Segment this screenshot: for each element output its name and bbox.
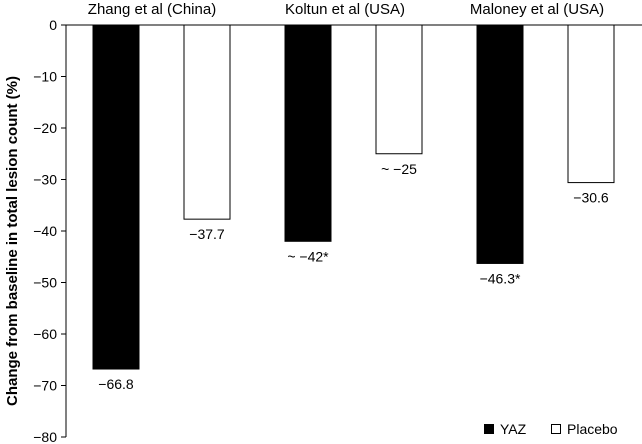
- y-tick-label: −50: [33, 275, 57, 291]
- data-label: ~ −25: [381, 161, 417, 177]
- data-label: −30.6: [573, 190, 609, 206]
- y-tick-label: −10: [33, 69, 57, 85]
- legend-swatch-placebo: [551, 424, 561, 434]
- category-label: Zhang et al (China): [88, 1, 216, 18]
- y-axis-label: Change from baseline in total lesion cou…: [4, 76, 21, 406]
- y-tick-label: −70: [33, 378, 57, 394]
- legend-label-placebo: Placebo: [567, 421, 618, 437]
- legend-swatch-yaz: [484, 424, 494, 434]
- data-label: −46.3*: [480, 270, 521, 286]
- y-tick-label: −80: [33, 429, 57, 444]
- y-tick-label: −40: [33, 223, 57, 239]
- bar-placebo: [375, 24, 423, 155]
- category-label: Maloney et al (USA): [470, 1, 604, 18]
- legend-item-placebo: Placebo: [551, 421, 618, 437]
- data-label: ~ −42*: [287, 248, 329, 264]
- data-label: −37.7: [189, 226, 225, 242]
- bar-yaz: [284, 24, 332, 242]
- bar-placebo: [567, 24, 615, 184]
- bar-yaz: [476, 24, 524, 264]
- legend-label-yaz: YAZ: [500, 421, 527, 437]
- category-label: Koltun et al (USA): [285, 1, 405, 18]
- bar-placebo: [183, 24, 231, 220]
- bar-yaz: [92, 24, 140, 370]
- legend-item-yaz: YAZ: [484, 421, 526, 437]
- data-label: −66.8: [98, 376, 134, 392]
- y-tick-label: −60: [33, 326, 57, 342]
- y-tick-label: −30: [33, 172, 57, 188]
- y-tick-label: 0: [49, 17, 57, 33]
- y-tick-label: −20: [33, 120, 57, 136]
